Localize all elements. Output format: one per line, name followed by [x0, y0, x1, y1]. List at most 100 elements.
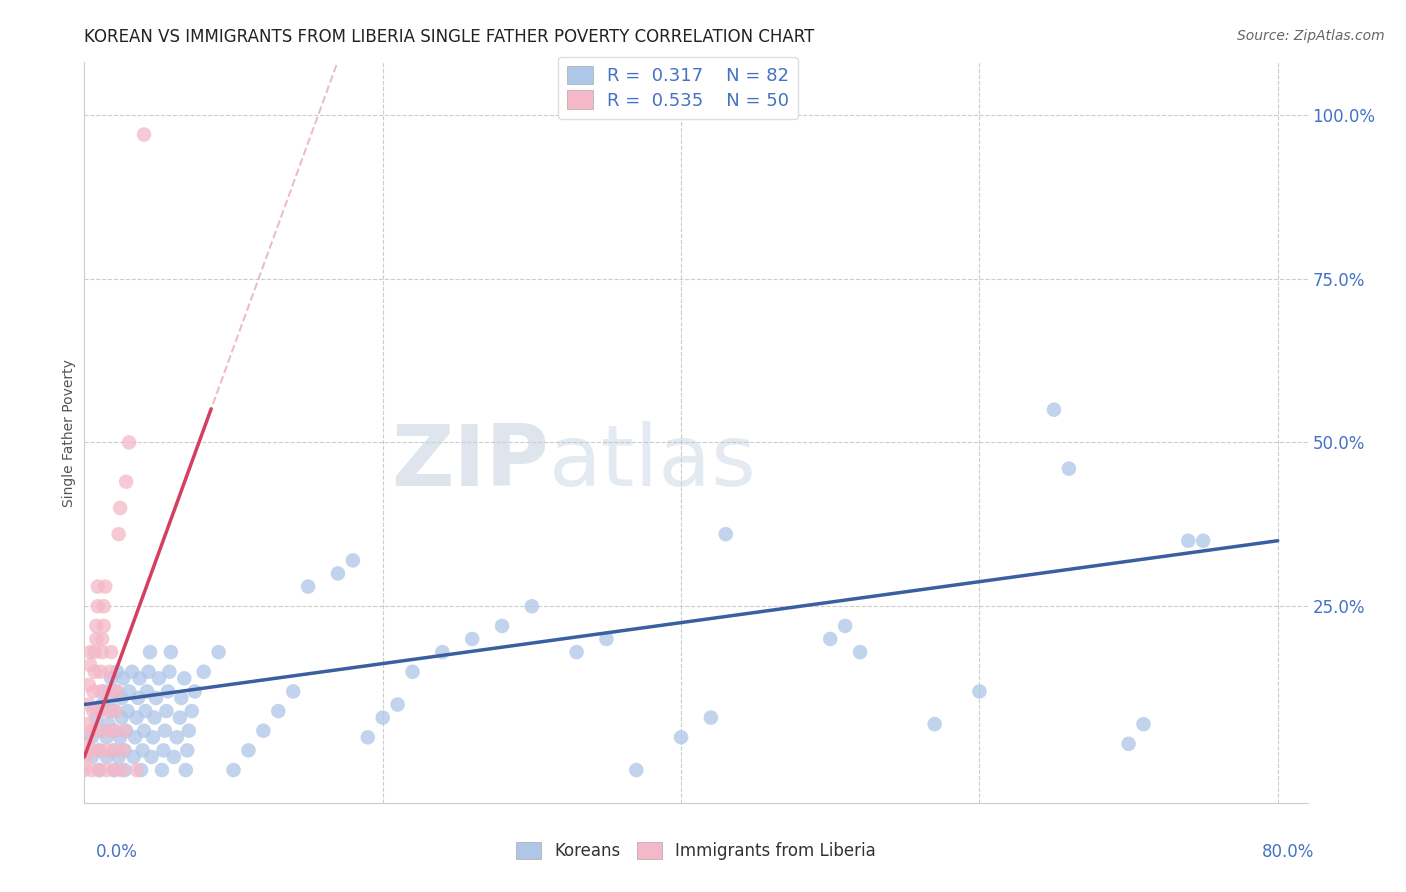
Point — [90, 684, 112, 698]
Point — [114, 743, 136, 757]
Point — [115, 723, 138, 738]
Point — [166, 731, 188, 745]
Point — [103, 723, 125, 738]
Point — [150, 763, 173, 777]
Point — [700, 711, 723, 725]
Point — [103, 723, 125, 738]
Point — [104, 704, 127, 718]
Point — [520, 599, 543, 614]
Point — [714, 527, 737, 541]
Point — [115, 475, 138, 489]
Point — [152, 743, 174, 757]
Point — [626, 763, 648, 777]
Point — [112, 671, 135, 685]
Point — [103, 743, 125, 757]
Point — [222, 763, 245, 777]
Point — [669, 731, 692, 745]
Text: Source: ZipAtlas.com: Source: ZipAtlas.com — [1237, 29, 1385, 43]
Point — [297, 580, 319, 594]
Point — [157, 665, 180, 679]
Point — [122, 750, 145, 764]
Point — [76, 737, 98, 751]
Point — [1192, 533, 1215, 548]
Point — [177, 723, 200, 738]
Point — [117, 704, 139, 718]
Point — [174, 763, 197, 777]
Point — [129, 763, 152, 777]
Point — [84, 711, 107, 725]
Point — [103, 743, 125, 757]
Point — [1118, 737, 1140, 751]
Point — [96, 750, 118, 764]
Point — [127, 690, 149, 705]
Point — [112, 743, 135, 757]
Point — [849, 645, 872, 659]
Point — [114, 763, 136, 777]
Point — [148, 671, 170, 685]
Point — [342, 553, 364, 567]
Point — [80, 743, 103, 757]
Point — [128, 671, 150, 685]
Point — [111, 690, 134, 705]
Point — [111, 763, 134, 777]
Point — [96, 743, 118, 757]
Point — [89, 743, 111, 757]
Point — [138, 665, 160, 679]
Point — [93, 619, 115, 633]
Point — [87, 599, 110, 614]
Point — [89, 743, 111, 757]
Point — [132, 128, 155, 142]
Point — [163, 750, 186, 764]
Point — [156, 684, 179, 698]
Point — [131, 743, 153, 757]
Point — [105, 684, 128, 698]
Point — [94, 580, 117, 594]
Point — [107, 527, 129, 541]
Point — [125, 763, 148, 777]
Point — [100, 671, 122, 685]
Point — [96, 731, 118, 745]
Text: 0.0%: 0.0% — [96, 843, 138, 861]
Point — [80, 763, 103, 777]
Point — [91, 645, 114, 659]
Point — [111, 711, 134, 725]
Point — [76, 717, 98, 731]
Point — [357, 731, 380, 745]
Point — [141, 750, 163, 764]
Point — [82, 684, 104, 698]
Point — [89, 704, 111, 718]
Point — [93, 599, 115, 614]
Point — [155, 704, 177, 718]
Point — [371, 711, 394, 725]
Point — [818, 632, 841, 646]
Point — [184, 684, 207, 698]
Point — [387, 698, 409, 712]
Point — [173, 671, 195, 685]
Point — [595, 632, 617, 646]
Point — [252, 723, 274, 738]
Point — [89, 723, 111, 738]
Point — [145, 690, 167, 705]
Y-axis label: Single Father Poverty: Single Father Poverty — [62, 359, 76, 507]
Point — [90, 665, 112, 679]
Point — [83, 665, 105, 679]
Point — [207, 645, 229, 659]
Point — [267, 704, 290, 718]
Point — [1057, 461, 1080, 475]
Point — [91, 632, 114, 646]
Point — [180, 704, 202, 718]
Point — [97, 704, 120, 718]
Point — [176, 743, 198, 757]
Point — [80, 723, 103, 738]
Point — [143, 711, 166, 725]
Point — [98, 665, 121, 679]
Point — [114, 723, 136, 738]
Point — [84, 619, 107, 633]
Point — [103, 704, 125, 718]
Point — [97, 723, 120, 738]
Point — [193, 665, 215, 679]
Point — [142, 731, 165, 745]
Point — [969, 684, 991, 698]
Point — [1177, 533, 1199, 548]
Point — [108, 731, 131, 745]
